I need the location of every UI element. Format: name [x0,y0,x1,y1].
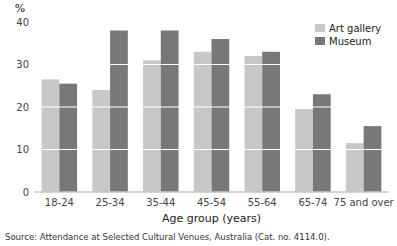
x-axis-line [34,192,389,193]
legend-label: Museum [329,36,371,47]
bar [194,52,212,192]
bar [346,143,364,192]
x-axis-label: Age group (years) [162,212,261,225]
bar [295,109,313,192]
x-tick-label: 18-24 [45,197,74,208]
x-tick-label: 75 and over [334,197,395,208]
x-tick-label: 35-44 [146,197,175,208]
bar [212,39,230,192]
bar [143,60,161,192]
y-tick-label: 10 [16,144,29,155]
bar [364,126,382,192]
x-tick-label: 65-74 [298,197,327,208]
grid-line [34,64,389,65]
chart: 0 10 20 30 40 18-24 25-34 35-44 45-54 55-64 65-74 7… [0,0,397,246]
grid-line [34,191,389,192]
legend-swatch [315,37,325,45]
bar [110,31,128,193]
grid-line [34,106,389,107]
y-tick-label: 0 [23,187,29,198]
legend: Art gallery Museum [315,23,381,47]
source-text: Source: Attendance at Selected Cultural … [5,232,330,242]
bar [244,56,262,192]
x-tick-label: 55-64 [248,197,277,208]
bar [262,52,280,192]
x-tick-label: 25-34 [96,197,125,208]
legend-label: Art gallery [329,23,381,34]
y-axis-label: % [15,2,25,15]
grid-line [34,149,389,150]
y-tick-label: 40 [16,17,29,28]
bar [313,94,331,192]
bar [59,84,77,192]
bar [92,90,110,192]
y-tick-label: 20 [16,102,29,113]
y-tick-label: 30 [16,59,29,70]
x-tick-label: 45-54 [197,197,226,208]
bar [161,31,179,193]
bars [42,31,382,193]
legend-swatch [315,24,325,32]
bar [42,79,60,192]
